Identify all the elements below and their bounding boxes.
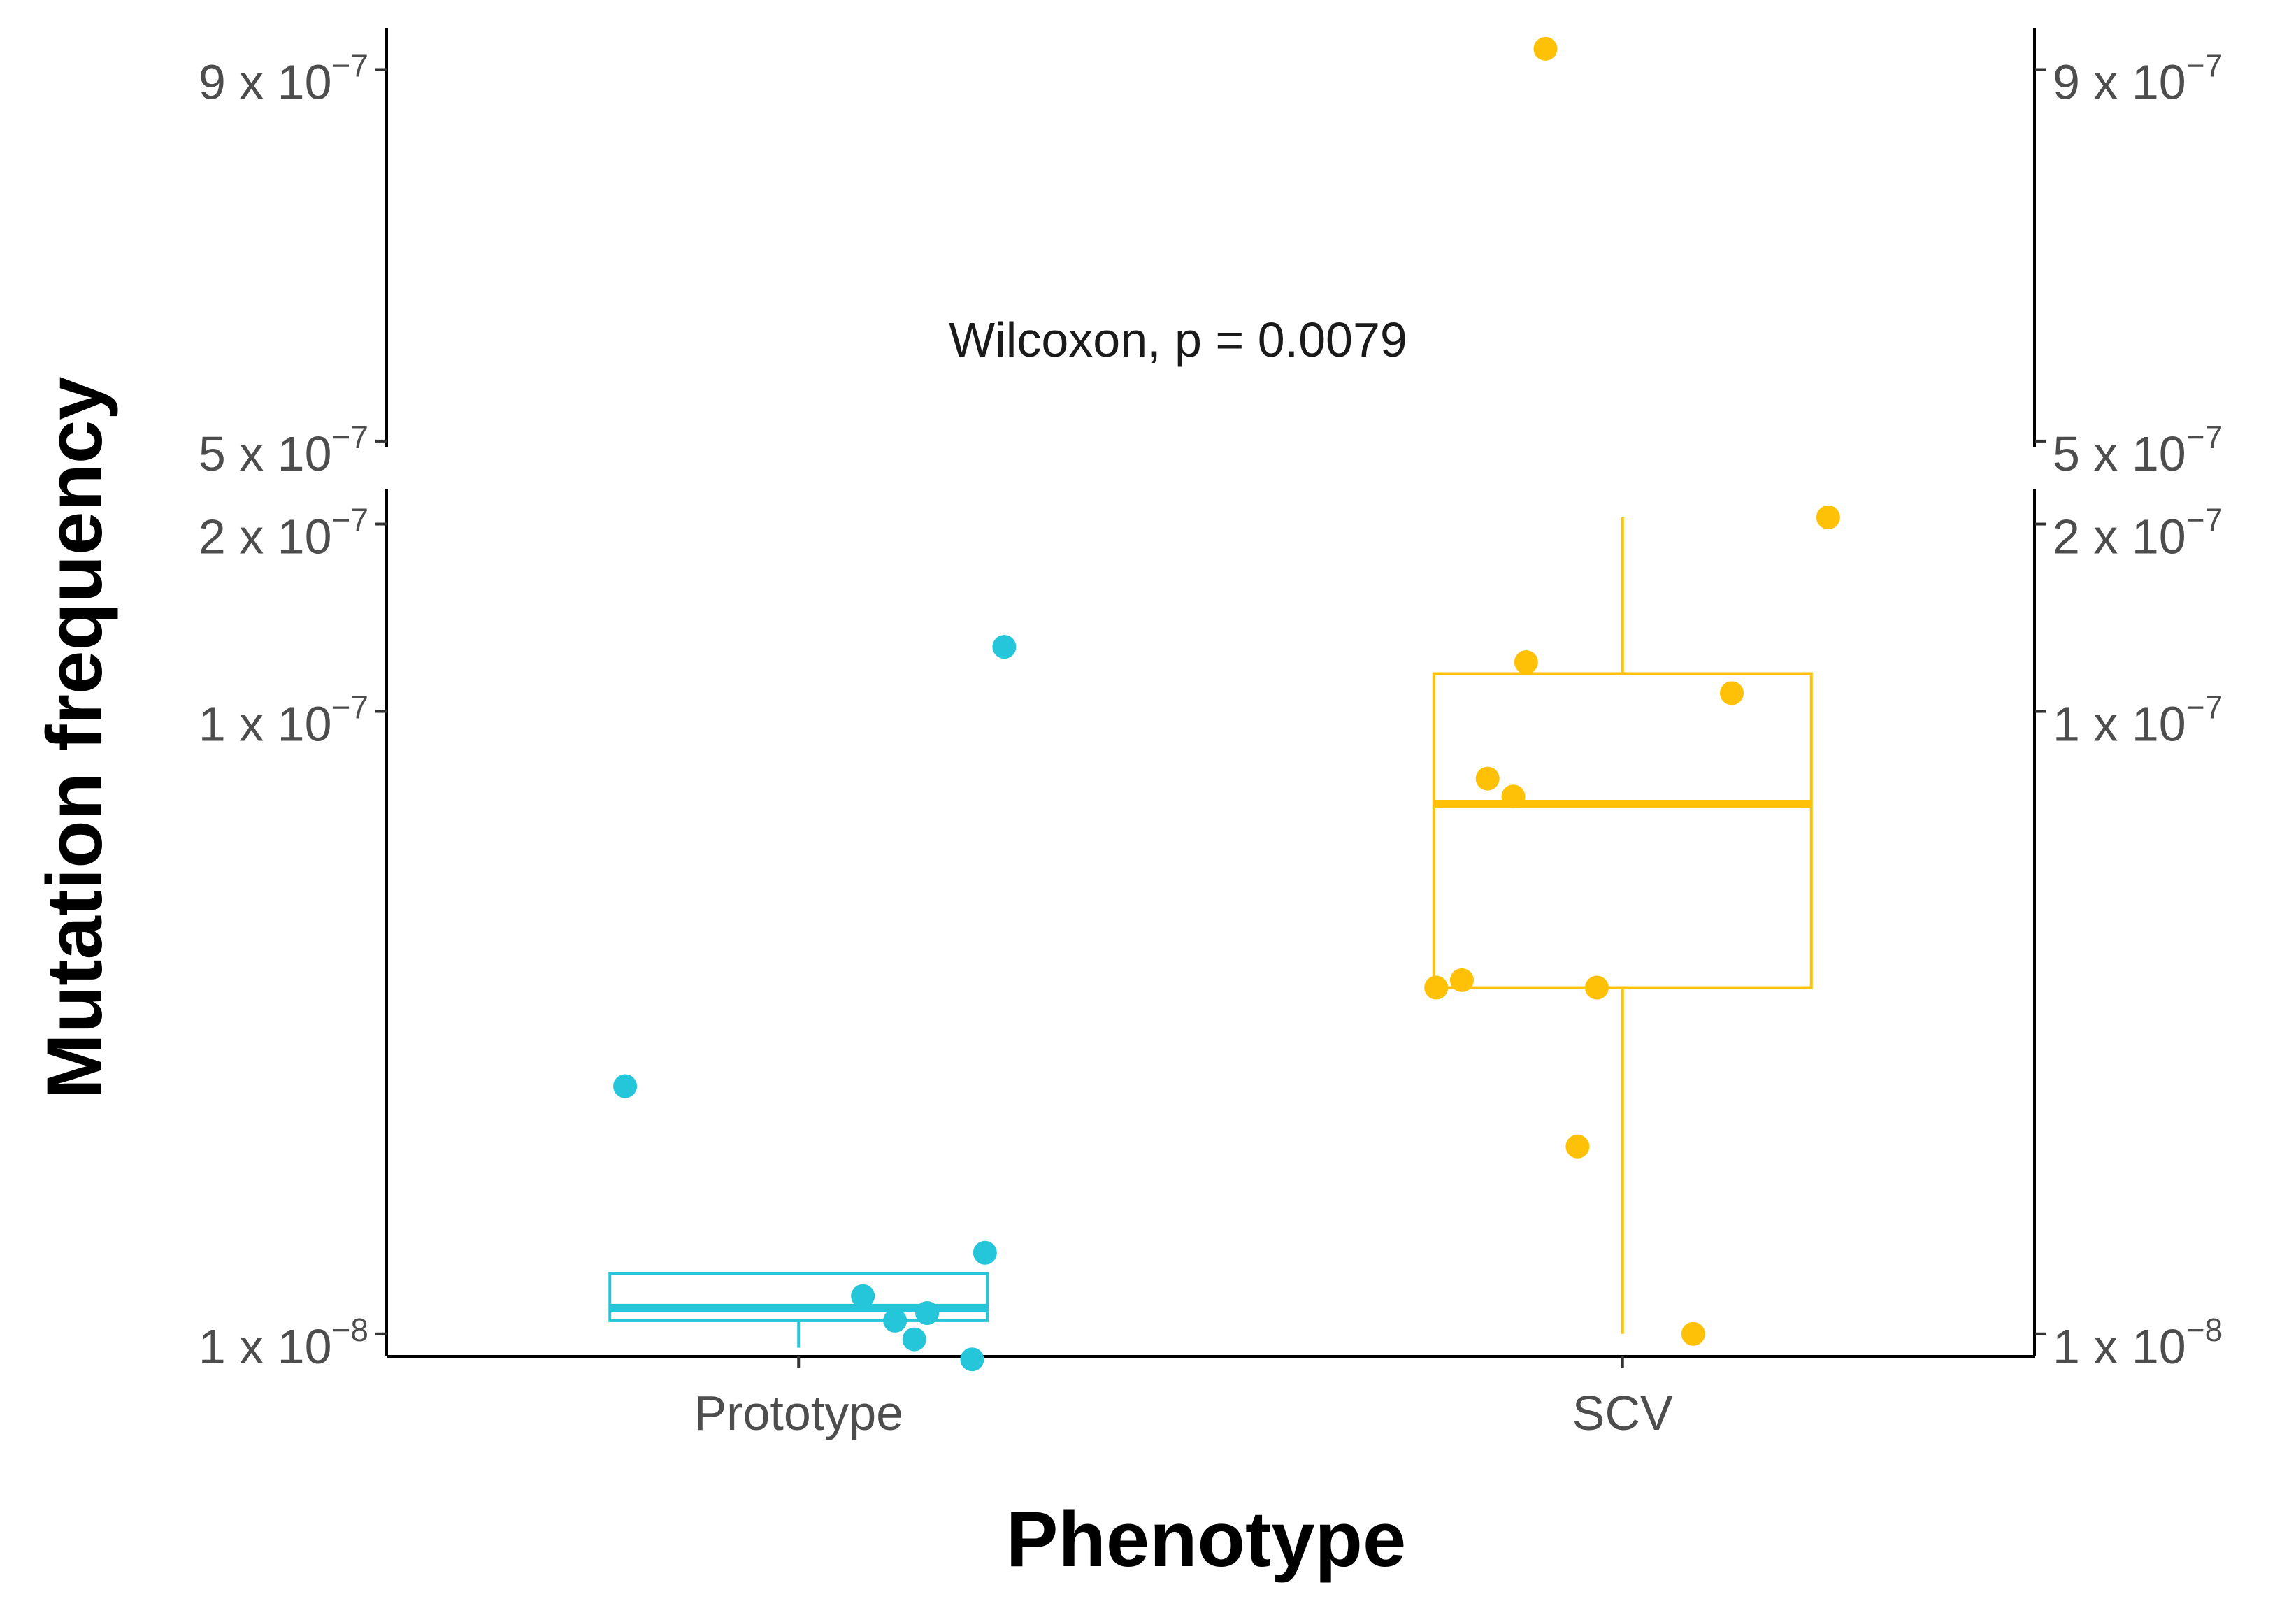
y-tick-label-right: 1 x 10−7 [2053, 689, 2223, 752]
data-point-prototype [613, 1074, 638, 1098]
box-prototype [608, 1272, 989, 1322]
data-points [613, 36, 1840, 1372]
y-tick-label-left: 2 x 10−7 [199, 502, 368, 564]
data-point-scv [1501, 784, 1526, 809]
y-tick-label-right: 2 x 10−7 [2053, 502, 2223, 564]
y-tick-label-right: 1 x 10−8 [2053, 1312, 2223, 1374]
y-tick-label-left: 5 x 10−7 [199, 419, 368, 481]
box-scv [1432, 672, 1813, 989]
y-tick-label-left: 1 x 10−8 [199, 1312, 368, 1374]
y-axis-title: Mutation frequency [31, 377, 118, 1099]
data-point-prototype [851, 1284, 875, 1308]
x-axis: Prototype SCV [694, 1356, 1673, 1440]
data-point-prototype [915, 1301, 940, 1326]
boxplots [608, 517, 1813, 1348]
data-point-prototype [992, 635, 1017, 659]
data-point-prototype [973, 1240, 997, 1265]
y-axis-right: 1 x 10−8 1 x 10−7 2 x 10−7 5 x 10−7 9 x 10−7 [2035, 47, 2223, 1374]
data-point-scv [1816, 506, 1840, 529]
y-tick-label-right: 5 x 10−7 [2053, 419, 2223, 481]
data-point-prototype [902, 1327, 926, 1352]
data-point-scv [1584, 975, 1609, 1000]
data-point-prototype [883, 1308, 907, 1333]
data-point-scv [1424, 975, 1449, 1000]
data-point-scv [1681, 1321, 1705, 1346]
plot-frame [385, 28, 2036, 1358]
x-tick-label-scv: SCV [1572, 1386, 1673, 1440]
data-point-scv [1533, 36, 1558, 61]
data-point-scv [1475, 766, 1500, 791]
y-axis-left: 1 x 10−8 1 x 10−7 2 x 10−7 5 x 10−7 9 x 10−7 [199, 47, 387, 1374]
data-point-prototype [960, 1347, 984, 1372]
data-point-scv [1720, 681, 1744, 705]
data-point-scv [1449, 968, 1474, 992]
data-point-scv [1514, 650, 1538, 675]
y-tick-label-left: 9 x 10−7 [199, 47, 368, 109]
data-point-scv [1565, 1134, 1590, 1159]
y-tick-label-left: 1 x 10−7 [199, 689, 368, 752]
x-tick-label-prototype: Prototype [694, 1386, 903, 1440]
annotation-wilcoxon: Wilcoxon, p = 0.0079 [949, 313, 1407, 367]
y-tick-label-right: 9 x 10−7 [2053, 47, 2223, 109]
x-axis-title: Phenotype [1006, 1496, 1407, 1583]
